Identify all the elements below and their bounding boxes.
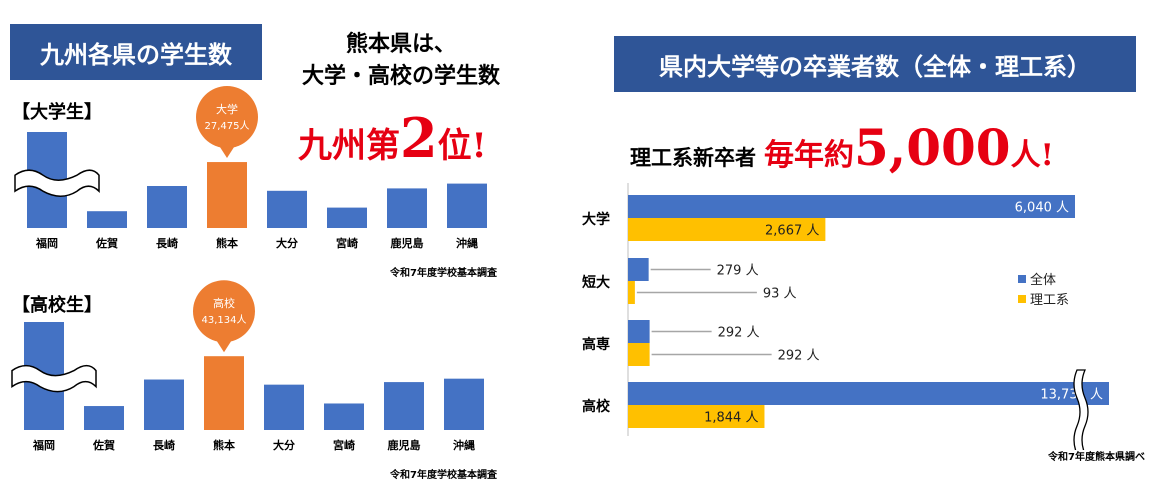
bar-全体-2 xyxy=(628,320,650,343)
bar-7 xyxy=(447,183,487,228)
bar-4 xyxy=(267,190,307,228)
rank-suffix: 位! xyxy=(437,126,487,166)
bar-3 xyxy=(204,356,244,430)
rank-number: 2 xyxy=(400,106,438,170)
data-label: 6,040 人 xyxy=(1015,201,1069,216)
tick-label-0: 福岡 xyxy=(35,236,58,250)
graduates-headline-number: 5,000 xyxy=(854,118,1011,177)
tick-label-6: 鹿児島 xyxy=(391,236,424,250)
legend-swatch-0 xyxy=(1018,275,1026,283)
left-headline-line2: 大学・高校の学生数 xyxy=(301,63,500,89)
legend-label-1: 理工系 xyxy=(1030,293,1069,308)
tick-label-5: 宮崎 xyxy=(333,438,355,452)
data-label: 1,844 人 xyxy=(704,411,758,426)
right-panel-title: 県内大学等の卒業者数（全体・理工系） xyxy=(614,36,1136,92)
legend-swatch-1 xyxy=(1018,295,1026,303)
bar-6 xyxy=(384,382,424,430)
data-label: 292 人 xyxy=(718,326,760,341)
tick-label-4: 大分 xyxy=(273,438,295,452)
bar-5 xyxy=(324,403,364,430)
bar-1 xyxy=(87,211,127,228)
tick-label-2: 長崎 xyxy=(156,236,178,250)
tick-label-6: 鹿児島 xyxy=(388,438,421,452)
bar-2 xyxy=(144,379,184,430)
callout-line1: 大学 xyxy=(216,102,238,116)
graduates-headline-prefix: 毎年約 xyxy=(764,138,854,173)
callout-bubble xyxy=(193,280,255,343)
axis-break-mark xyxy=(1073,369,1089,450)
univ-source-note: 令和7年度学校基本調査 xyxy=(390,268,497,279)
tick-label-1: 佐賀 xyxy=(95,236,118,250)
graduates-headline: 理工系新卒者 毎年約5,000人! xyxy=(630,118,1054,177)
callout-bubble xyxy=(196,86,258,149)
data-label: 2,667 人 xyxy=(765,224,819,239)
bar-理工系-3 xyxy=(628,405,765,428)
data-label: 93 人 xyxy=(763,287,797,302)
bar-理工系-1 xyxy=(628,281,635,304)
legend-label-0: 全体 xyxy=(1030,272,1056,288)
graduates-headline-unit: 人! xyxy=(1010,138,1054,173)
bar-全体-0 xyxy=(628,195,1075,218)
tick-label-5: 宮崎 xyxy=(336,236,358,250)
rank-headline: 九州第2位! xyxy=(298,106,487,170)
graduates-source-note: 令和7年度熊本県調べ xyxy=(1048,452,1145,463)
tick-label-4: 大分 xyxy=(276,236,298,250)
category-label-0: 大学 xyxy=(582,211,610,228)
univ-section-label: 【大学生】 xyxy=(12,102,102,123)
bar-全体-3 xyxy=(628,382,1109,405)
left-headline-line1: 熊本県は、 xyxy=(345,31,456,57)
axis-break-mark xyxy=(11,364,97,393)
category-label-3: 高校 xyxy=(582,398,611,415)
bar-理工系-2 xyxy=(628,343,650,366)
callout-line2: 43,134人 xyxy=(202,314,247,326)
tick-label-7: 沖縄 xyxy=(453,438,475,452)
rank-prefix: 九州第 xyxy=(298,126,400,166)
bar-2 xyxy=(147,186,187,228)
bar-1 xyxy=(84,406,124,430)
bar-理工系-0 xyxy=(628,218,826,241)
callout-line1: 高校 xyxy=(213,296,235,310)
hs-source-note: 令和7年度学校基本調査 xyxy=(390,470,497,481)
axis-break-mark xyxy=(14,169,100,197)
left-headline: 熊本県は、 大学・高校の学生数 xyxy=(270,28,532,92)
bar-4 xyxy=(264,384,304,430)
tick-label-2: 長崎 xyxy=(153,438,175,452)
data-label: 279 人 xyxy=(717,264,759,279)
category-label-2: 高専 xyxy=(582,336,610,353)
graduates-bar-chart: 大学 6,040 人 2,667 人短大 279 人 93 人高専 292 人 292 人高… xyxy=(582,183,1109,450)
callout-line2: 27,475人 xyxy=(205,120,250,132)
category-label-1: 短大 xyxy=(582,274,610,291)
bar-全体-1 xyxy=(628,258,649,281)
tick-label-0: 福岡 xyxy=(32,438,55,452)
bar-6 xyxy=(387,188,427,228)
graduates-headline-label: 理工系新卒者 xyxy=(630,145,756,170)
tick-label-7: 沖縄 xyxy=(456,236,478,250)
tick-label-3: 熊本 xyxy=(216,236,238,250)
hs-section-label: 【高校生】 xyxy=(12,295,102,316)
tick-label-1: 佐賀 xyxy=(92,438,115,452)
data-label: 13,731 人 xyxy=(1040,388,1103,403)
bar-5 xyxy=(327,207,367,228)
bar-7 xyxy=(444,378,484,430)
data-label: 292 人 xyxy=(778,349,820,364)
bar-3 xyxy=(207,162,247,228)
tick-label-3: 熊本 xyxy=(213,438,235,452)
left-panel-title: 九州各県の学生数 xyxy=(10,24,262,80)
